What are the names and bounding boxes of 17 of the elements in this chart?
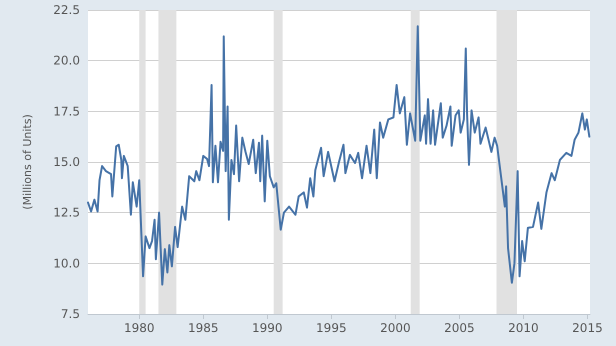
- x-tick-label: 1995: [316, 321, 347, 335]
- x-tick-label: 2005: [444, 321, 475, 335]
- x-tick-label: 2000: [380, 321, 411, 335]
- text: 12.5: [53, 206, 80, 220]
- text: 17.5: [53, 104, 80, 118]
- text: 22.5: [53, 3, 80, 17]
- y-axis-title: (Millions of Units): [21, 114, 34, 210]
- x-tick-label: 1985: [188, 321, 219, 335]
- x-tick-label: 1990: [252, 321, 283, 335]
- x-tick-label: 2015: [572, 321, 603, 335]
- y-tick-label: 15.0: [53, 155, 80, 169]
- text: 7.5: [60, 307, 80, 321]
- line-series: [87, 25, 590, 286]
- x-tick-label: 2010: [508, 321, 539, 335]
- x-tick-label: 1980: [124, 321, 154, 335]
- y-tick-label: 10.0: [53, 256, 80, 270]
- y-tick-label: 20.0: [53, 54, 80, 68]
